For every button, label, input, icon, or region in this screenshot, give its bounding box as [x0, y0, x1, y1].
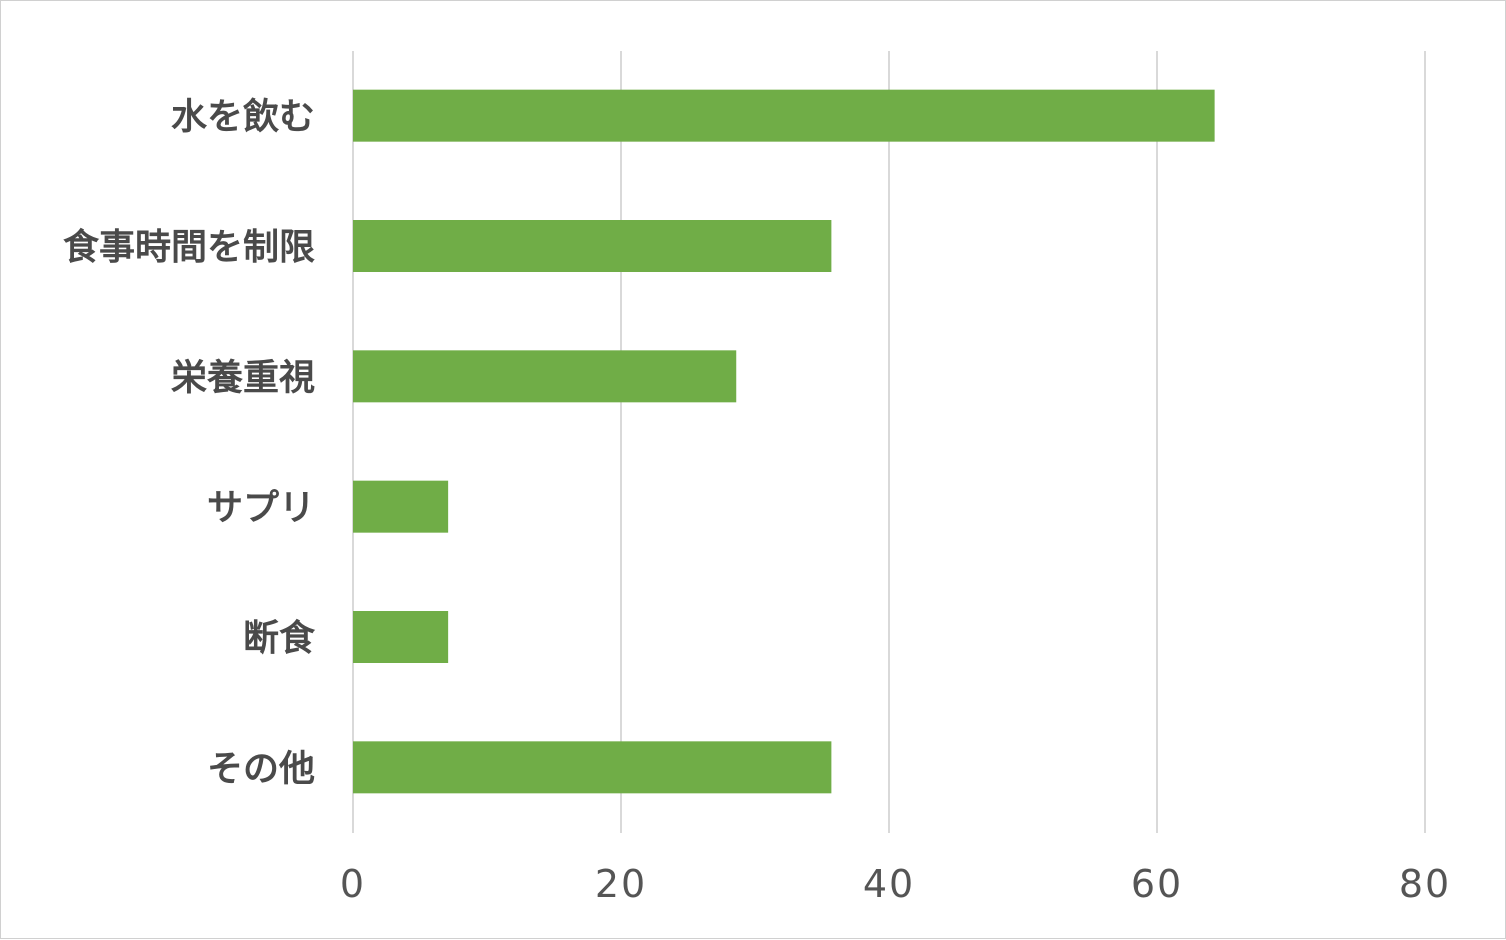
x-tick-label: 40: [863, 862, 915, 906]
bar: [353, 350, 737, 403]
category-label: その他: [207, 748, 315, 789]
grid-lines: [352, 51, 1426, 833]
x-tick-label: 80: [1399, 862, 1451, 906]
x-tick-labels: 0 20 40 60 80: [340, 862, 1451, 906]
category-label: 水を飲む: [171, 97, 315, 138]
category-label: サプリ: [207, 488, 315, 529]
bar: [353, 480, 449, 533]
x-tick-label: 20: [595, 862, 647, 906]
category-label: 食事時間を制限: [63, 227, 315, 268]
bar: [353, 89, 1215, 142]
bar: [353, 220, 832, 272]
x-tick-label: 0: [340, 862, 366, 906]
x-tick-label: 60: [1131, 862, 1183, 906]
bars: [353, 89, 1215, 794]
bar: [353, 741, 832, 794]
bar: [353, 611, 449, 663]
category-label: 栄養重視: [171, 357, 315, 398]
category-label: 断食: [243, 618, 316, 659]
